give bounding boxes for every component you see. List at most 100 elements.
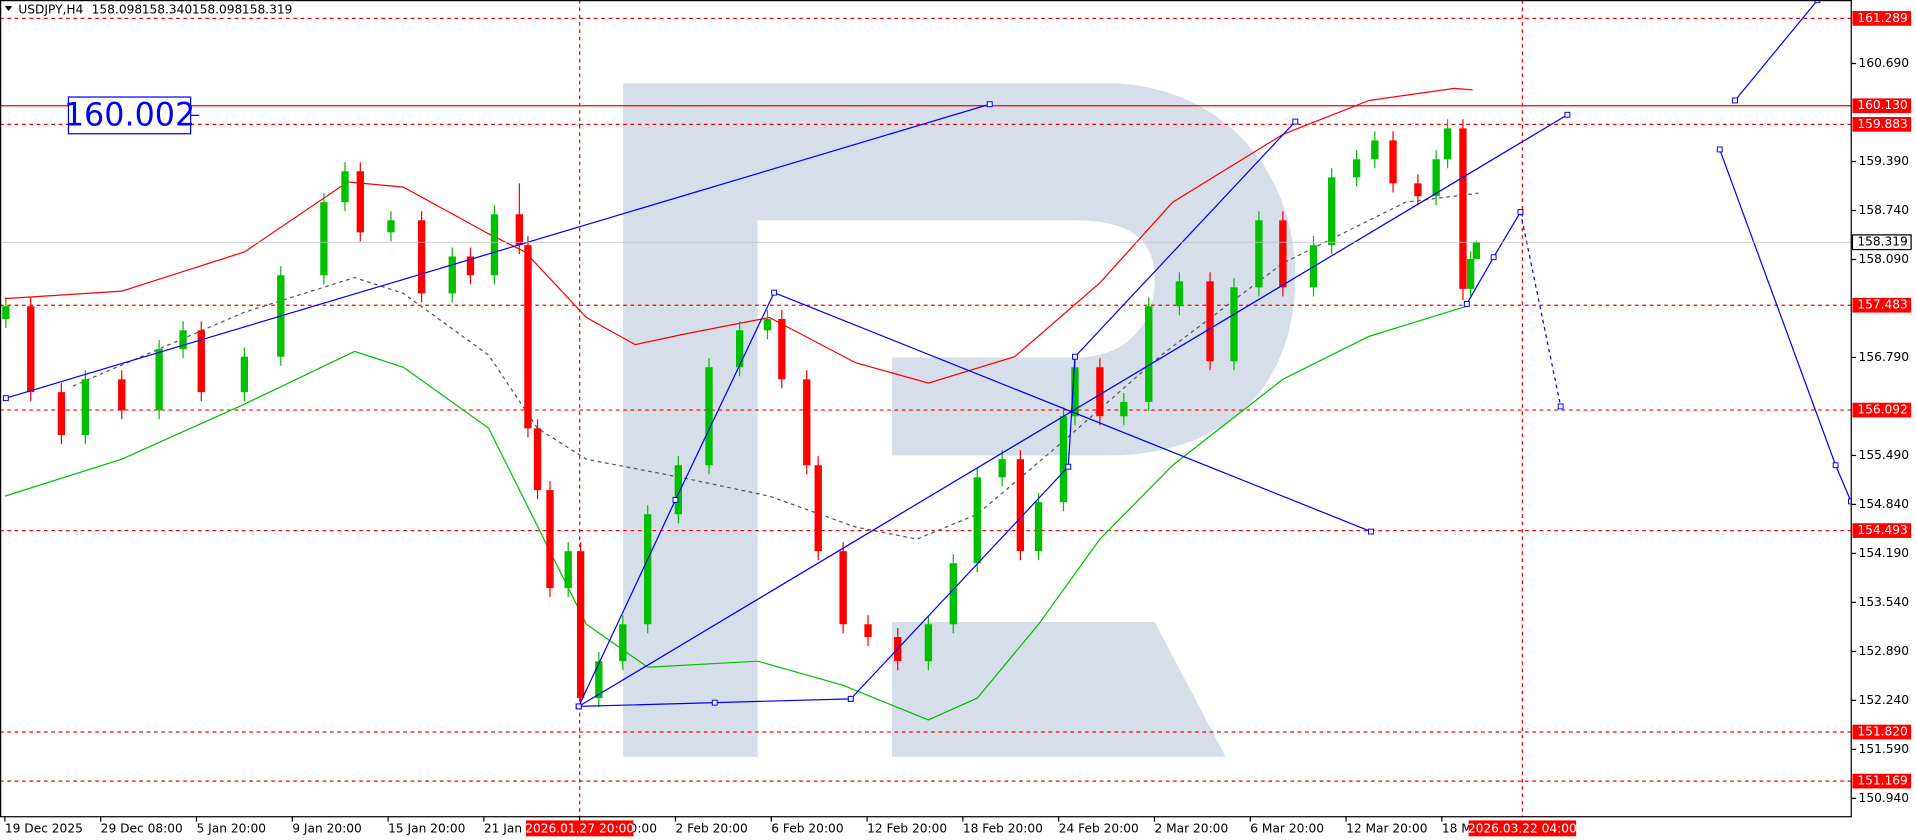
- x-tick-label: 6 Mar 20:00: [1250, 821, 1324, 835]
- candle-body: [803, 379, 811, 466]
- candle-body: [1443, 128, 1452, 160]
- candle-body: [564, 551, 572, 589]
- overlay-line: [1734, 0, 1818, 101]
- candle-body: [619, 624, 627, 662]
- candle-body: [839, 551, 847, 625]
- header-value: 158.340: [142, 2, 192, 16]
- candle-body: [644, 514, 652, 625]
- level-label: 154.493: [1857, 523, 1907, 537]
- candle-body: [1432, 159, 1440, 197]
- candle-body: [949, 563, 957, 625]
- line-vertex: [1463, 301, 1470, 307]
- candle-body: [356, 171, 364, 233]
- line-vertex: [986, 101, 993, 108]
- overlay-line: [850, 121, 1296, 700]
- time-marker-box: [525, 820, 634, 837]
- line-vertex: [1732, 97, 1738, 104]
- candle-body: [924, 624, 933, 662]
- line-vertex: [1072, 353, 1078, 360]
- header-value: 158.098: [192, 2, 242, 16]
- candle-body: [736, 330, 744, 368]
- candle-body: [197, 330, 205, 393]
- price-marker-label: 160.002: [64, 97, 195, 134]
- level-box: [1852, 402, 1912, 418]
- candle-body: [814, 465, 822, 552]
- y-tick-label: 156.790: [1859, 350, 1909, 364]
- current-price-label: 158.319: [1857, 235, 1907, 249]
- candle-body: [179, 330, 187, 350]
- x-tick-label: 6 Feb 20:00: [771, 821, 843, 835]
- y-tick-label: 150.940: [1859, 791, 1909, 805]
- x-tick-label: 29 Dec 08:00: [101, 821, 183, 835]
- candle-body: [576, 551, 585, 699]
- x-tick-label: 9 Jan 20:00: [292, 821, 362, 835]
- level-label: 151.820: [1857, 725, 1907, 739]
- level-label: 157.483: [1857, 298, 1907, 312]
- level-label: 161.289: [1857, 11, 1907, 25]
- candle-body: [81, 379, 90, 436]
- x-tick-label: 12 Mar 20:00: [1346, 821, 1428, 835]
- x-tick-label: 24 Feb 20:00: [1059, 821, 1139, 835]
- y-tick-label: 154.840: [1859, 497, 1909, 511]
- candle-body: [1206, 281, 1214, 362]
- candle-body: [466, 256, 475, 276]
- y-tick-label: 155.490: [1859, 448, 1909, 462]
- x-tick-label: 18 Feb 20:00: [963, 821, 1043, 835]
- candle-body: [448, 256, 456, 294]
- candle-body: [1230, 287, 1238, 362]
- candle-body: [118, 379, 126, 411]
- time-marker-label: 2026.03.22 04:00: [1468, 821, 1577, 835]
- line-vertex: [1716, 146, 1723, 153]
- line-vertex: [1564, 111, 1571, 118]
- plot-area: [0, 0, 1852, 817]
- candle-body: [533, 428, 542, 491]
- candle-body: [341, 171, 349, 203]
- candle-body: [1175, 281, 1184, 307]
- line-vertex: [1557, 403, 1564, 410]
- price-marker-box: [67, 96, 192, 135]
- line-vertex: [771, 289, 778, 296]
- y-tick-label: 160.690: [1859, 56, 1909, 70]
- candle-body: [1059, 416, 1068, 503]
- watermark: [623, 83, 1296, 757]
- candle-body: [1096, 367, 1104, 417]
- candle-body: [1472, 242, 1481, 259]
- line-vertex: [1368, 528, 1374, 535]
- candle-body: [1145, 306, 1153, 402]
- time-marker-box: [1468, 820, 1577, 837]
- line-vertex: [1292, 118, 1299, 125]
- level-label: 151.169: [1857, 774, 1907, 788]
- current-price-box: [1851, 234, 1912, 251]
- watermark-leg: [892, 622, 1226, 757]
- candle-body: [1459, 128, 1467, 289]
- candle-body: [864, 624, 872, 638]
- candle-body: [490, 214, 499, 276]
- x-tick-label: 2 Feb 20:00: [675, 821, 747, 835]
- level-label: 160.130: [1857, 98, 1907, 112]
- level-box: [1852, 98, 1912, 114]
- candle-body: [2, 306, 10, 320]
- candle-body: [155, 349, 163, 411]
- time-marker-label: 2026.01.27 20:00: [525, 821, 634, 835]
- plot-frame: [0, 0, 1852, 818]
- candle-body: [1414, 183, 1422, 197]
- watermark-r: [623, 83, 1296, 757]
- y-tick-label: 152.890: [1859, 644, 1909, 658]
- candle-body: [524, 245, 532, 429]
- candle-body: [1352, 159, 1361, 178]
- overlay-line: [4, 305, 1467, 721]
- level-box: [1852, 117, 1912, 132]
- candle-body: [973, 477, 981, 564]
- x-tick-label: 19 Dec 2025: [5, 821, 83, 835]
- candle-body: [778, 319, 786, 380]
- line-vertex: [1490, 254, 1497, 261]
- candle-body: [674, 465, 683, 515]
- candle-body: [595, 661, 603, 699]
- header-value: 158.319: [242, 2, 292, 16]
- overlay-line: [578, 291, 1372, 707]
- overlay-line: [578, 114, 1568, 707]
- candle-body: [240, 356, 249, 393]
- candle-body: [1279, 220, 1287, 288]
- line-vertex: [672, 496, 679, 503]
- overlay-line: [5, 103, 990, 399]
